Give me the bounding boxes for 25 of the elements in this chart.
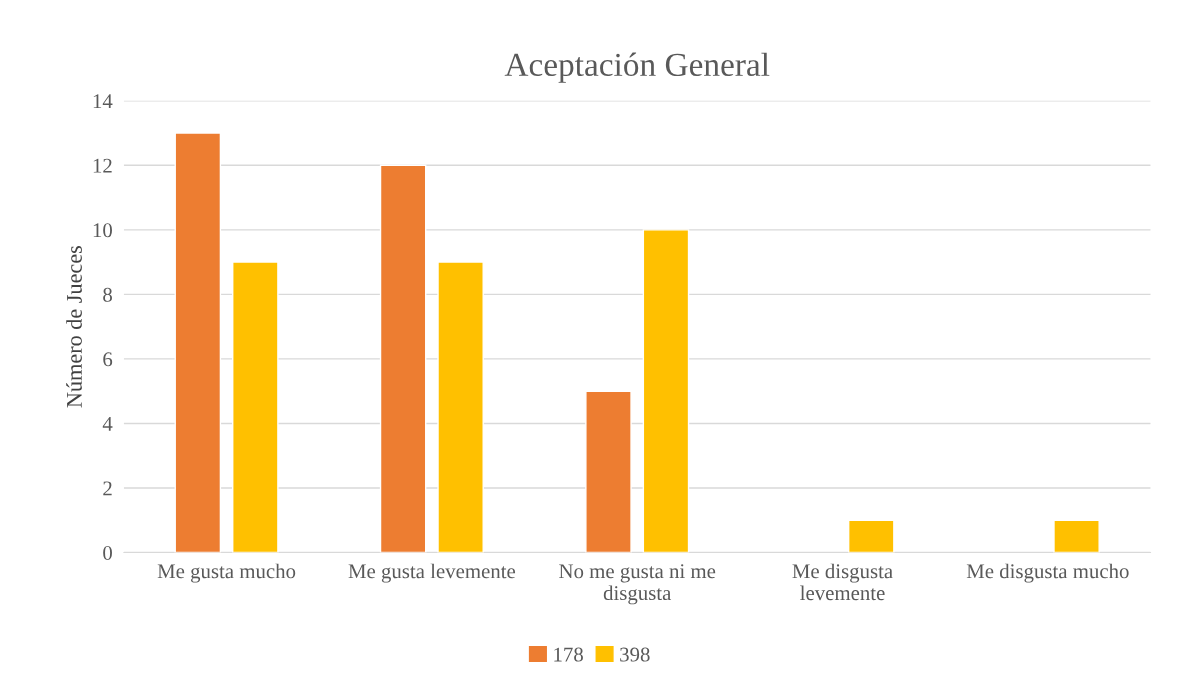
y-tick-label: 12 <box>93 158 112 173</box>
legend-label: 398 <box>620 647 650 662</box>
bar <box>585 390 632 553</box>
x-tick-label: Me gusta mucho <box>157 563 296 583</box>
chart-title: Aceptación General <box>504 52 770 83</box>
x-tick-label: Me gusta levemente <box>348 563 516 583</box>
bar <box>1053 519 1100 553</box>
bar <box>232 261 279 553</box>
y-tick-label: 2 <box>103 481 112 496</box>
x-tick-label: Me disgusta levemente <box>792 563 893 601</box>
y-tick-label: 14 <box>93 94 113 108</box>
y-tick-label: 0 <box>103 545 112 560</box>
y-tick-label: 4 <box>102 416 113 431</box>
x-tick-label: Me disgusta mucho <box>966 563 1129 583</box>
bar <box>379 164 427 553</box>
y-axis-title: Número de Jueces <box>66 246 82 408</box>
bar <box>847 519 895 553</box>
x-tick-label: No me gusta ni me disgusta <box>559 564 716 605</box>
bar <box>174 132 222 553</box>
y-tick-label: 8 <box>103 287 112 302</box>
y-tick-label: 6 <box>103 352 113 367</box>
y-tick-label: 10 <box>93 223 112 238</box>
legend-label: 178 <box>554 647 583 662</box>
bar <box>642 229 690 553</box>
bar <box>437 261 484 553</box>
